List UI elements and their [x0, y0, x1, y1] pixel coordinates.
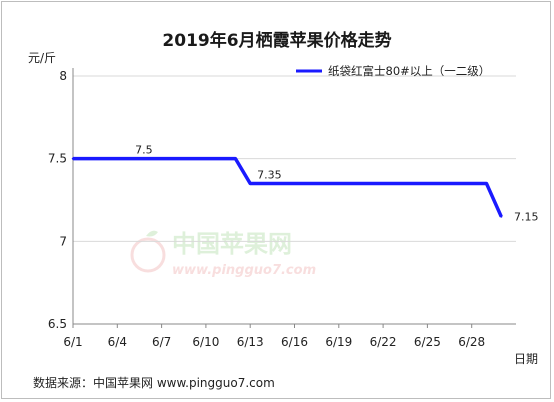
data-point: [71, 157, 75, 160]
series-line: [73, 156, 503, 218]
watermark-url: www.pingguo7.com: [172, 263, 316, 278]
x-tick-label: 6/1: [63, 335, 82, 349]
axes: [72, 68, 516, 328]
x-tick-label: 6/19: [325, 335, 352, 349]
data-point: [249, 182, 252, 185]
watermark: 中国苹果网 www.pingguo7.com: [130, 230, 316, 278]
x-tick-label: 6/7: [152, 335, 171, 349]
x-axis-label: 日期: [514, 352, 538, 366]
data-labels: 7.5 7.35 7.15: [135, 144, 538, 224]
watermark-apple-logo: [130, 237, 166, 273]
chart-title: 2019年6月栖霞苹果价格走势: [162, 31, 392, 51]
legend-label: 纸袋红富士80#以上（一二级）: [328, 64, 490, 78]
y-tick-label: 8: [59, 69, 67, 83]
legend: 纸袋红富士80#以上（一二级）: [296, 64, 490, 78]
data-point: [500, 215, 503, 218]
series-group: [71, 156, 503, 218]
x-tick-label: 6/22: [370, 335, 397, 349]
y-tick-labels: 8 7.5 7 6.5: [48, 69, 67, 331]
data-label: 7.5: [135, 144, 153, 157]
watermark-leaf-shape: [146, 230, 158, 237]
y-tick-label: 7: [59, 234, 67, 248]
x-tick-label: 6/25: [414, 335, 441, 349]
x-tick-label: 6/10: [192, 335, 219, 349]
data-label: 7.15: [514, 211, 539, 224]
source-note: 数据来源：中国苹果网 www.pingguo7.com: [33, 376, 275, 390]
y-axis-label: 元/斤: [28, 51, 56, 65]
x-tick-label: 6/16: [281, 335, 308, 349]
data-point: [234, 157, 237, 160]
watermark-text: 中国苹果网: [172, 230, 292, 258]
data-label: 7.35: [257, 168, 282, 181]
x-tick-label: 6/4: [108, 335, 127, 349]
x-tick-label: 6/13: [237, 335, 264, 349]
y-tick-label: 6.5: [48, 317, 67, 331]
data-point: [485, 182, 488, 185]
x-tick-label: 6/28: [458, 335, 485, 349]
x-tick-labels: 6/1 6/4 6/7 6/10 6/13 6/16 6/19 6/22 6/25 6/28: [63, 335, 485, 349]
y-tick-label: 7.5: [48, 152, 67, 166]
